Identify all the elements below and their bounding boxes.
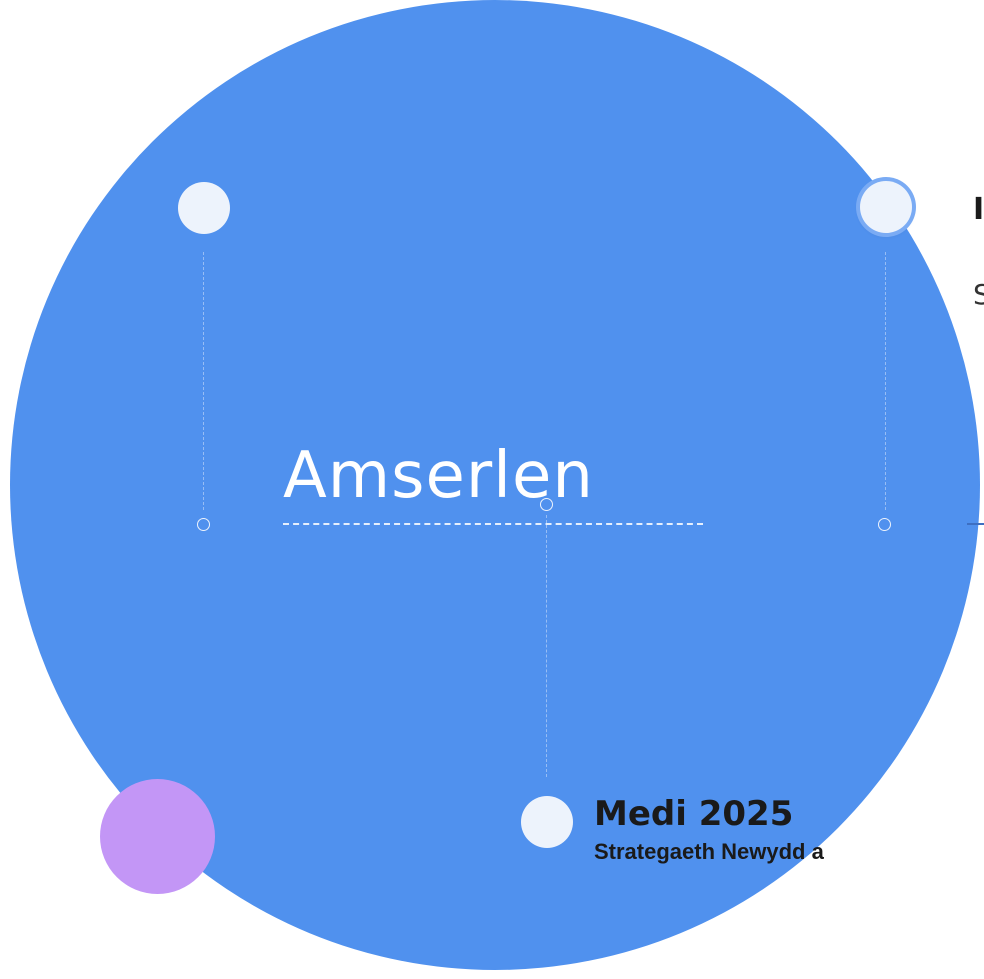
- timeline-connector-1: [203, 252, 204, 510]
- timeline-marker-1: [178, 182, 230, 234]
- timeline-marker-3: [521, 796, 573, 848]
- event-date: Medi 2025: [594, 794, 794, 834]
- timeline-node-1: [197, 518, 210, 531]
- title-underline: [283, 523, 703, 525]
- event-description: Strategaeth Newydd a: [594, 839, 824, 864]
- event-2-heading-clipped: I: [973, 192, 984, 227]
- timeline-marker-2: [860, 181, 912, 233]
- timeline-axis-line: [967, 523, 984, 525]
- timeline-node-2: [878, 518, 891, 531]
- slide-title: Amserlen: [283, 439, 594, 513]
- timeline-node-3: [540, 498, 553, 511]
- accent-circle: [100, 779, 215, 894]
- timeline-connector-3: [546, 515, 547, 777]
- timeline-connector-2: [885, 252, 886, 510]
- event-2-subtext-clipped: S: [973, 278, 984, 311]
